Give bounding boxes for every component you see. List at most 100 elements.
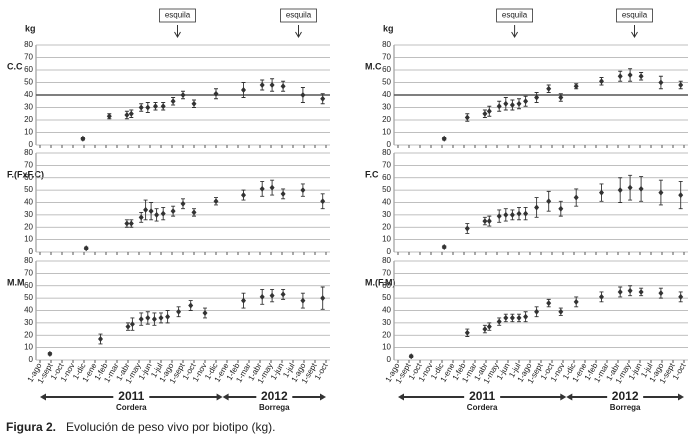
point <box>638 185 644 192</box>
period-label-bg <box>464 389 501 405</box>
panel-title: M.M <box>7 277 25 287</box>
point <box>213 90 219 97</box>
point <box>83 245 89 252</box>
period-sublabel: Borrega <box>259 403 290 412</box>
y-tick-label: 30 <box>24 318 33 327</box>
point <box>320 95 326 102</box>
point <box>47 350 53 357</box>
y-tick-label: 50 <box>24 185 33 194</box>
y-tick-label: 30 <box>382 318 391 327</box>
annotation: esquila <box>286 11 312 20</box>
point <box>300 92 306 98</box>
point <box>546 85 552 92</box>
y-tick-label: 50 <box>382 78 391 87</box>
y-tick-label: 30 <box>382 103 391 112</box>
point <box>523 210 529 217</box>
y-tick-label: 10 <box>24 235 33 244</box>
point <box>148 208 154 215</box>
point <box>617 187 623 194</box>
y-tick-label: 0 <box>387 140 392 149</box>
point <box>213 198 219 205</box>
point <box>165 313 171 320</box>
y-tick-label: 80 <box>382 256 391 265</box>
y-tick-label: 20 <box>382 222 391 231</box>
y-tick-label: 0 <box>29 247 34 256</box>
point <box>154 211 160 218</box>
point <box>153 103 158 110</box>
point <box>496 213 502 220</box>
y-tick-label: 80 <box>24 148 33 157</box>
y-tick-label: 20 <box>382 115 391 124</box>
y-tick-label: 60 <box>382 173 391 182</box>
point <box>546 300 552 307</box>
point <box>496 318 502 325</box>
arrow-head <box>295 31 302 38</box>
point <box>496 103 502 110</box>
point <box>482 326 488 333</box>
y-tick-label: 30 <box>24 210 33 219</box>
point <box>128 110 134 117</box>
caption-label: Figura 2. <box>6 420 56 434</box>
point <box>638 288 644 295</box>
point <box>658 79 664 86</box>
point <box>106 113 112 120</box>
point <box>320 198 326 205</box>
point <box>509 211 515 218</box>
point <box>558 94 564 101</box>
point <box>80 135 86 142</box>
y-tick-label: 40 <box>24 306 33 315</box>
y-tick-label: 10 <box>382 128 391 137</box>
point <box>509 314 515 321</box>
point <box>617 288 623 295</box>
point <box>98 335 103 342</box>
y-tick-label: 60 <box>382 65 391 74</box>
period-label: 2011 <box>118 389 144 403</box>
point <box>509 102 515 108</box>
y-tick-label: 80 <box>24 40 33 49</box>
y-tick-label: 80 <box>382 40 391 49</box>
y-tick-label: 40 <box>382 306 391 315</box>
point <box>259 293 265 300</box>
y-tick-label: 10 <box>382 235 391 244</box>
period-label-bg <box>113 389 150 405</box>
arrow-head <box>631 31 638 38</box>
point <box>599 293 604 300</box>
y-tick-label: 60 <box>24 281 33 290</box>
arrow-head <box>40 393 46 401</box>
y-tick-label: 70 <box>382 53 391 62</box>
point <box>482 110 488 117</box>
point <box>534 94 540 101</box>
panel-title: C.C <box>7 61 23 71</box>
point <box>464 225 470 232</box>
point <box>573 298 579 305</box>
point <box>300 297 306 304</box>
point <box>259 82 265 88</box>
point <box>441 244 447 251</box>
point <box>259 185 265 192</box>
y-tick-label: 50 <box>24 78 33 87</box>
y-tick-label: 40 <box>382 90 391 99</box>
period-label: 2011 <box>469 389 495 403</box>
panel-title: M.(F.M) <box>365 277 396 287</box>
point <box>516 210 522 217</box>
point <box>180 200 186 207</box>
point <box>124 220 130 227</box>
point <box>269 184 275 191</box>
point <box>158 314 164 321</box>
point <box>138 214 144 221</box>
annotation-box <box>280 8 317 23</box>
y-tick-label: 60 <box>382 281 391 290</box>
point <box>523 313 529 320</box>
point <box>241 87 246 93</box>
point <box>486 323 492 330</box>
period-label: 2012 <box>261 389 288 403</box>
point <box>627 184 633 191</box>
point <box>145 104 151 111</box>
period-label-bg <box>256 389 293 405</box>
arrow-head <box>566 393 573 401</box>
point <box>503 100 509 107</box>
arrow-head <box>216 393 223 401</box>
y-tick-label: 70 <box>382 160 391 169</box>
point <box>180 92 186 98</box>
x-tick-label: 1-oct <box>671 361 688 382</box>
